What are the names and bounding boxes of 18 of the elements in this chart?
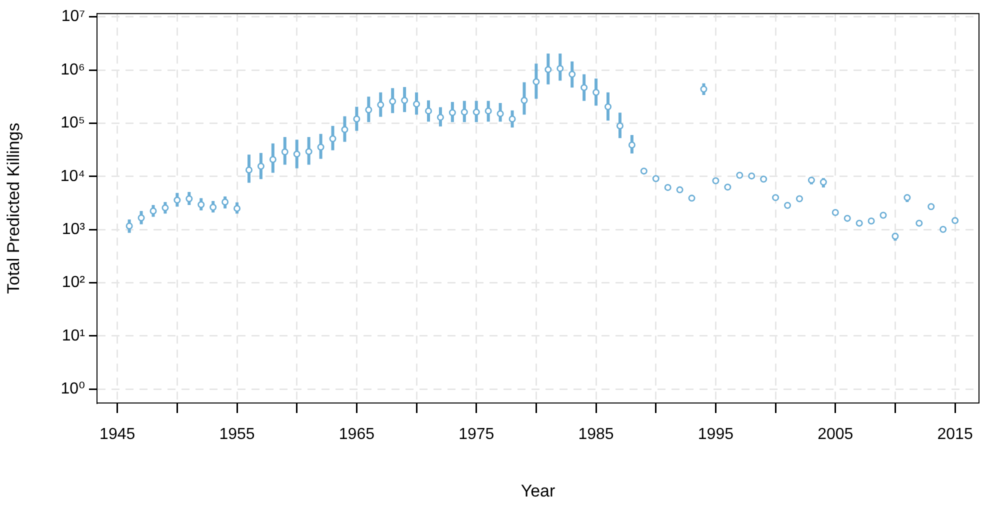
y-axis-title: Total Predicted Killings bbox=[4, 122, 23, 294]
x-axis-title: Year bbox=[520, 481, 556, 500]
y-tick-label: 10⁰ bbox=[60, 380, 85, 398]
x-tick-label: 2015 bbox=[937, 426, 973, 444]
x-tick-label: 2005 bbox=[818, 426, 854, 444]
y-tick-label: 10² bbox=[62, 274, 86, 292]
x-tick-label: 1985 bbox=[578, 426, 614, 444]
y-tick-label: 10⁵ bbox=[60, 114, 85, 132]
y-tick-label: 10⁴ bbox=[60, 168, 86, 185]
x-tick-label: 1955 bbox=[219, 426, 255, 444]
x-tick-label: 1975 bbox=[458, 426, 494, 444]
x-tick-label: 1995 bbox=[698, 426, 734, 444]
y-tick-label: 10⁶ bbox=[60, 61, 85, 78]
y-tick-label: 10⁷ bbox=[61, 8, 86, 26]
x-tick-label: 1945 bbox=[100, 426, 136, 444]
x-tick-label: 1965 bbox=[338, 426, 375, 444]
y-tick-label: 10³ bbox=[62, 221, 86, 238]
y-tick-label: 10¹ bbox=[62, 327, 85, 344]
